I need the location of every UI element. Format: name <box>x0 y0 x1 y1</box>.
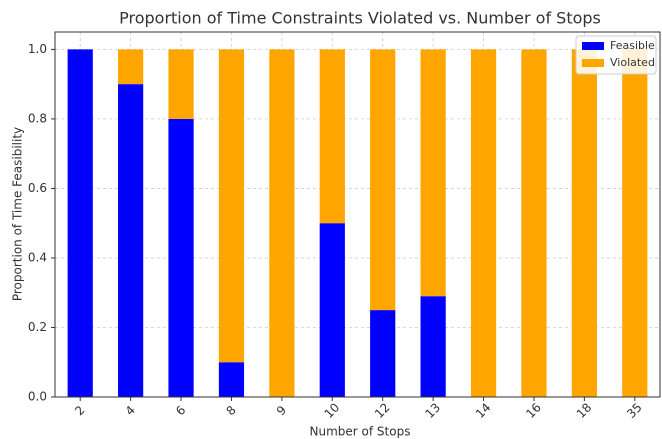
bar-segment <box>622 49 648 397</box>
bar-segment <box>269 49 295 397</box>
bar-segment <box>370 310 396 397</box>
x-tick-label: 10 <box>322 400 343 421</box>
bar-segment <box>168 49 194 119</box>
x-tick-label: 4 <box>123 403 138 418</box>
bar-segment <box>218 49 245 363</box>
bar-segment <box>218 362 245 397</box>
bar-segment <box>319 49 345 224</box>
legend-label: Feasible <box>610 39 655 52</box>
bar-segment <box>521 49 547 397</box>
x-tick-label: 6 <box>173 403 188 418</box>
bar-segment <box>420 49 446 297</box>
y-tick-label: 1.0 <box>28 42 47 56</box>
bar-segment <box>571 49 597 397</box>
bar-segment <box>118 84 144 398</box>
y-tick-label: 0.6 <box>28 181 47 195</box>
x-tick-label: 12 <box>372 400 393 421</box>
bar-segment <box>420 296 446 397</box>
bar-segment <box>118 49 144 85</box>
x-tick-label: 18 <box>574 400 595 421</box>
x-tick-label: 9 <box>274 403 289 418</box>
legend-swatch <box>582 42 604 50</box>
x-tick-label: 2 <box>72 403 87 418</box>
bar-segment <box>370 49 396 311</box>
legend-label: Violated <box>610 56 655 69</box>
legend-swatch <box>582 59 604 67</box>
x-tick-label: 16 <box>523 400 544 421</box>
y-tick-label: 0.4 <box>28 250 47 264</box>
y-tick-label: 0.0 <box>28 390 47 404</box>
bar-segment <box>470 49 497 397</box>
bar-segment <box>67 49 93 397</box>
chart-title: Proportion of Time Constraints Violated … <box>119 9 601 28</box>
y-tick-label: 0.2 <box>28 320 47 334</box>
x-tick-label: 8 <box>223 403 238 418</box>
bar-segment <box>168 118 194 398</box>
x-tick-label: 13 <box>422 400 443 421</box>
plot-frame <box>54 31 661 398</box>
bar-segment <box>319 223 345 397</box>
y-tick-label: 0.8 <box>28 111 47 125</box>
x-tick-label: 14 <box>473 400 494 421</box>
x-axis-label: Number of Stops <box>310 425 411 439</box>
x-tick-label: 35 <box>624 400 645 421</box>
y-axis-label: Proportion of Time Feasibility <box>11 127 25 301</box>
